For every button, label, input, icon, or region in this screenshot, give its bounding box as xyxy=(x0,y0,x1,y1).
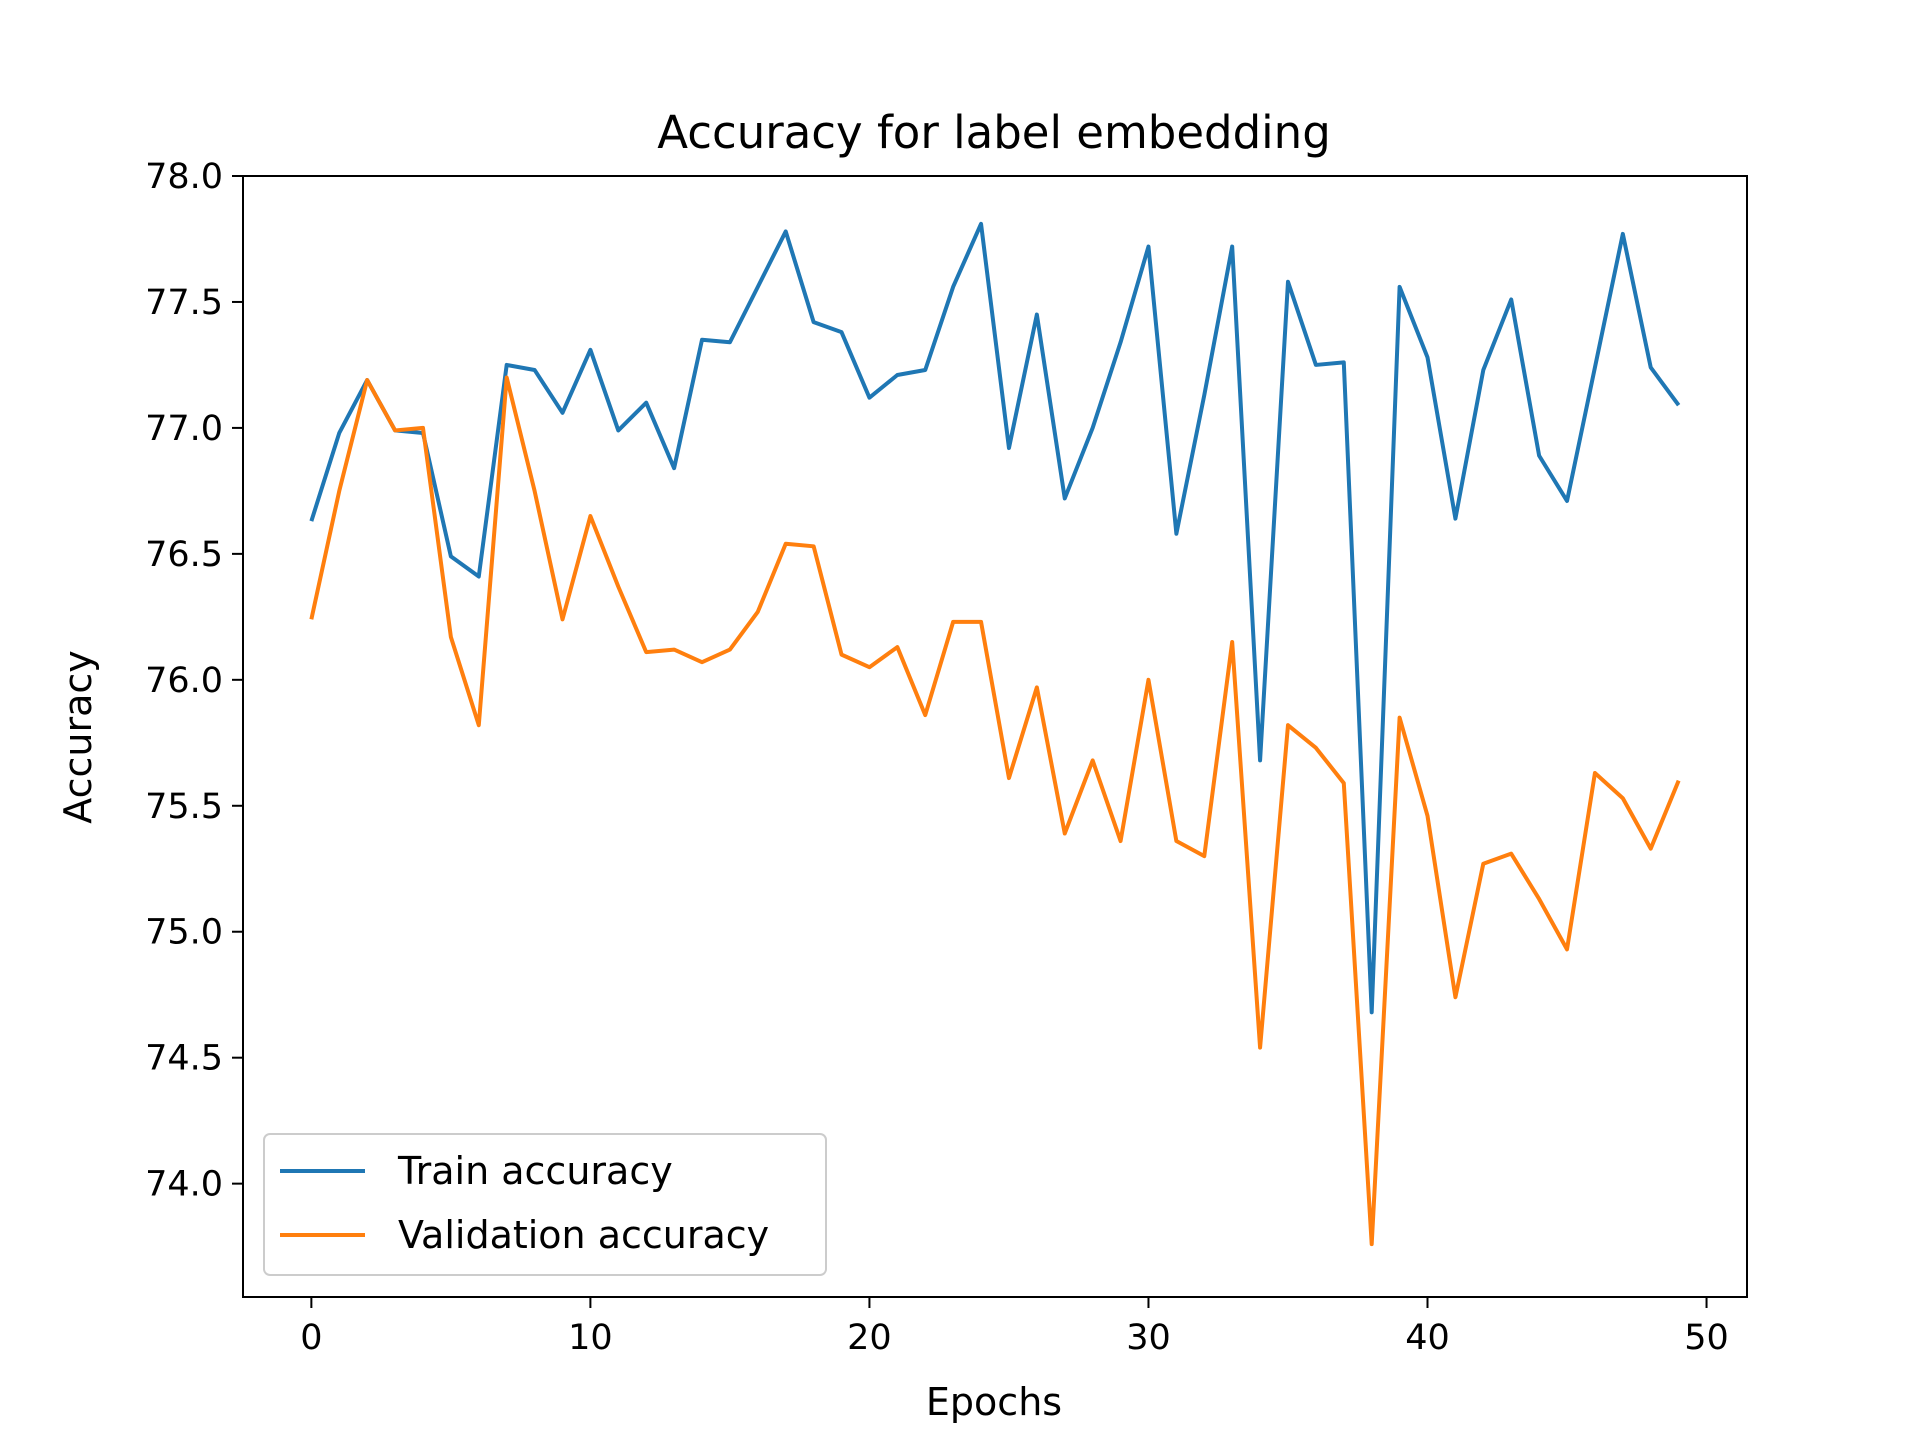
y-tick-label: 74.0 xyxy=(145,1165,223,1205)
y-tick-label: 74.5 xyxy=(145,1039,223,1079)
x-tick-label: 40 xyxy=(1405,1318,1450,1358)
series-layer xyxy=(309,221,1681,1247)
legend-box xyxy=(263,1133,827,1276)
legend-label-train: Train accuracy xyxy=(397,1149,673,1193)
series-line-0 xyxy=(309,221,1681,1015)
y-tick-label: 77.0 xyxy=(145,409,223,449)
y-tick-label: 78.0 xyxy=(145,157,223,197)
x-tick-label: 20 xyxy=(847,1318,892,1358)
axes-frame xyxy=(242,175,1748,1298)
x-tick-label: 50 xyxy=(1684,1318,1729,1358)
axes-background xyxy=(243,176,1747,1297)
x-tick-label: 10 xyxy=(568,1318,613,1358)
x-axis-ticks: 0 10 20 30 40 50 xyxy=(300,1297,1729,1358)
plot-area xyxy=(242,175,1748,1298)
y-tick-label: 75.5 xyxy=(145,787,223,827)
y-tick-label: 75.0 xyxy=(145,913,223,953)
y-axis-ticks: 74.0 74.5 75.0 75.5 76.0 76.5 77.0 77.5 78.0 xyxy=(145,157,243,1205)
legend: Train accuracy Validation accuracy xyxy=(263,1133,827,1276)
y-tick-label: 76.5 xyxy=(145,535,223,575)
x-axis-label: Epochs xyxy=(926,1380,1062,1424)
legend-label-validation: Validation accuracy xyxy=(398,1213,769,1257)
y-tick-label: 76.0 xyxy=(145,661,223,701)
series-line-1 xyxy=(309,375,1681,1247)
chart-title: Accuracy for label embedding xyxy=(657,106,1331,159)
y-tick-label: 77.5 xyxy=(145,283,223,323)
x-tick-label: 30 xyxy=(1126,1318,1171,1358)
y-axis-label: Accuracy xyxy=(56,650,100,824)
x-tick-label: 0 xyxy=(300,1318,322,1358)
